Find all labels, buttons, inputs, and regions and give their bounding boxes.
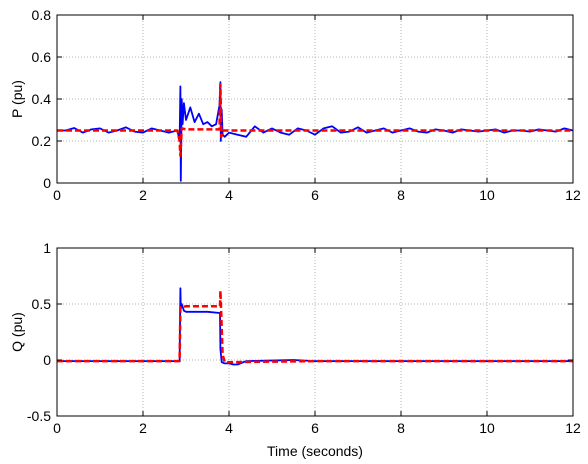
p-x-tick-label: 2 bbox=[139, 187, 147, 203]
p-x-tick-label: 8 bbox=[397, 187, 405, 203]
power-p-panel: P (pu) 0 2 4 6 8 10 12 0 0.2 0.4 0.6 0.8 bbox=[9, 7, 581, 203]
p-x-tick-label: 6 bbox=[311, 187, 319, 203]
p-x-tick-label: 10 bbox=[479, 187, 495, 203]
p-y-tick-label: 0 bbox=[43, 175, 51, 191]
p-y-tick-label: 0.6 bbox=[32, 49, 52, 65]
p-y-tick-label: 0.2 bbox=[32, 133, 52, 149]
q-y-tick-label: 0 bbox=[43, 352, 51, 368]
q-series-measured-line bbox=[57, 287, 573, 366]
power-q-panel: Q (pu) Time (seconds) 0 2 4 6 8 10 12-0.500.51 bbox=[9, 240, 581, 459]
p-x-tick-label: 12 bbox=[565, 187, 581, 203]
q-y-tick-label: -0.5 bbox=[27, 408, 51, 424]
q-x-axis-label: Time (seconds) bbox=[267, 443, 363, 459]
q-y-axis-label: Q (pu) bbox=[9, 312, 25, 352]
p-y-tick-label: 0.4 bbox=[32, 91, 52, 107]
q-x-tick-label: 12 bbox=[565, 420, 581, 436]
p-x-tick-label: 0 bbox=[53, 187, 61, 203]
q-x-tick-label: 6 bbox=[311, 420, 319, 436]
q-x-tick-label: 10 bbox=[479, 420, 495, 436]
q-series-reference-line bbox=[57, 289, 573, 364]
q-y-tick-label: 1 bbox=[43, 240, 51, 256]
p-y-axis-label: P (pu) bbox=[9, 80, 25, 118]
p-y-tick-label: 0.8 bbox=[32, 7, 52, 23]
p-x-tick-label: 4 bbox=[225, 187, 233, 203]
q-y-tick-label: 0.5 bbox=[32, 296, 52, 312]
q-x-tick-label: 0 bbox=[53, 420, 61, 436]
q-x-tick-label: 8 bbox=[397, 420, 405, 436]
p-series-reference-line bbox=[57, 83, 573, 157]
q-x-tick-label: 2 bbox=[139, 420, 147, 436]
q-x-tick-label: 4 bbox=[225, 420, 233, 436]
